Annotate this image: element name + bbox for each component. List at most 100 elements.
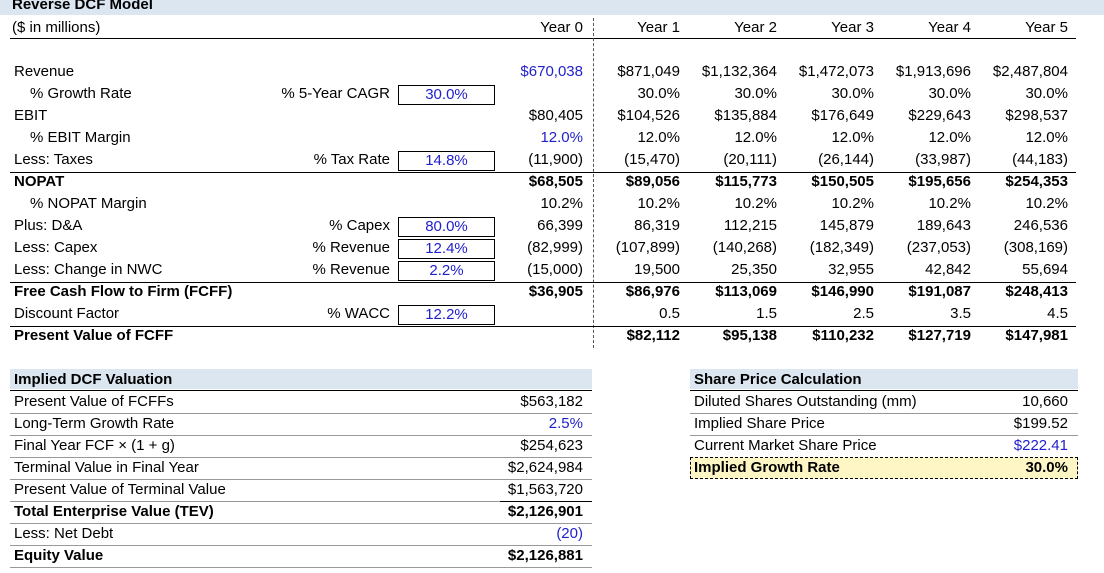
tev-sum-rule	[500, 501, 592, 502]
valuation-row-rule	[10, 523, 592, 524]
row-value: 30.0%	[734, 85, 777, 102]
valuation-row-rule	[10, 435, 592, 436]
param-label: % Capex	[329, 217, 390, 234]
row-value: $1,132,364	[701, 63, 777, 80]
valuation-label: Long-Term Growth Rate	[14, 415, 175, 432]
year-header: Year 2	[734, 19, 777, 36]
valuation-label: Present Value of Terminal Value	[14, 481, 226, 498]
row-value: $147,981	[1005, 327, 1068, 344]
valuation-value: $563,182	[520, 393, 583, 410]
row-value: (44,183)	[1012, 151, 1068, 168]
row-value: 30.0%	[928, 85, 971, 102]
assumption-input[interactable]: 12.4%	[398, 239, 495, 259]
assumption-input[interactable]: 2.2%	[398, 261, 495, 281]
row-label: Free Cash Flow to Firm (FCFF)	[14, 283, 233, 300]
valuation-title: Implied DCF Valuation	[14, 371, 173, 388]
row-value: $146,990	[811, 283, 874, 300]
share-value: $222.41	[1013, 437, 1068, 454]
share-header-rule	[690, 390, 1078, 391]
year-header: Year 5	[1025, 19, 1068, 36]
row-value: (11,900)	[528, 151, 583, 168]
row-label: Less: Capex	[14, 239, 98, 256]
title-bar	[0, 0, 1104, 15]
valuation-label: Present Value of FCFFs	[14, 393, 174, 410]
row-value: $195,656	[908, 173, 971, 190]
year-header: Year 3	[831, 19, 874, 36]
fcff-rule	[10, 282, 1076, 283]
row-value: $104,526	[617, 107, 680, 124]
row-label: % EBIT Margin	[30, 129, 131, 146]
row-label: EBIT	[14, 107, 48, 124]
row-value: (308,169)	[1003, 239, 1068, 256]
share-label: Current Market Share Price	[694, 437, 877, 454]
row-value: 12.0%	[928, 129, 971, 146]
row-value: 2.5	[853, 305, 874, 322]
row-value: $135,884	[714, 107, 777, 124]
valuation-header-rule	[10, 390, 592, 391]
assumption-input[interactable]: 14.8%	[398, 151, 495, 171]
row-value: $95,138	[722, 327, 777, 344]
row-value: 0.5	[659, 305, 680, 322]
valuation-row-rule	[10, 567, 592, 568]
valuation-value: 2.5%	[548, 415, 583, 432]
row-value: 19,500	[634, 261, 680, 278]
row-value: (33,987)	[915, 151, 971, 168]
assumption-input[interactable]: 12.2%	[398, 305, 495, 325]
row-value: $298,537	[1005, 107, 1068, 124]
valuation-value: $2,126,901	[507, 503, 583, 520]
row-value: $1,472,073	[798, 63, 874, 80]
row-value: (20,111)	[723, 151, 777, 168]
row-value: $113,069	[715, 283, 777, 300]
share-header-bg	[690, 369, 1078, 389]
row-label: Revenue	[14, 63, 75, 80]
row-value: 12.0%	[1025, 129, 1068, 146]
row-value: $80,405	[528, 107, 583, 124]
row-value: $82,112	[626, 327, 680, 344]
share-title: Share Price Calculation	[694, 371, 862, 388]
row-value: 32,955	[828, 261, 874, 278]
row-value: 42,842	[925, 261, 971, 278]
share-label: Implied Share Price	[694, 415, 825, 432]
share-label: Implied Growth Rate	[694, 459, 840, 476]
row-value: (15,000)	[527, 261, 583, 278]
row-value: 246,536	[1013, 217, 1068, 234]
row-value: $68,505	[528, 173, 583, 190]
row-value: $1,913,696	[895, 63, 971, 80]
share-value: $199.52	[1013, 415, 1068, 432]
valuation-header-bg	[10, 369, 592, 389]
row-value: 12.0%	[734, 129, 777, 146]
share-row-rule	[690, 413, 1078, 414]
row-value: 3.5	[950, 305, 971, 322]
row-label: % NOPAT Margin	[30, 195, 147, 212]
year-header: Year 0	[540, 19, 583, 36]
row-label: Plus: D&A	[14, 217, 83, 234]
row-value: $254,353	[1005, 173, 1068, 190]
row-value: $36,905	[528, 283, 583, 300]
row-value: 55,694	[1022, 261, 1068, 278]
row-label: Less: Change in NWC	[14, 261, 163, 278]
valuation-label: Less: Net Debt	[14, 525, 114, 542]
row-value: $670,038	[520, 63, 583, 80]
assumption-input[interactable]: 30.0%	[398, 85, 495, 105]
param-label: % Tax Rate	[313, 151, 390, 168]
share-row-rule	[690, 435, 1078, 436]
row-value: 12.0%	[831, 129, 874, 146]
row-label: Less: Taxes	[14, 151, 93, 168]
implied-growth-highlight	[690, 457, 1078, 479]
row-value: $115,773	[715, 173, 777, 190]
param-label: % WACC	[327, 305, 390, 322]
row-value: (140,268)	[712, 239, 777, 256]
row-value: (82,999)	[527, 239, 583, 256]
row-value: 145,879	[819, 217, 874, 234]
year0-divider	[593, 18, 594, 348]
assumption-input[interactable]: 80.0%	[398, 217, 495, 237]
row-value: 10.2%	[928, 195, 971, 212]
valuation-label: Equity Value	[14, 547, 104, 564]
row-value: 30.0%	[831, 85, 874, 102]
valuation-value: $1,563,720	[507, 481, 583, 498]
row-value: (182,349)	[809, 239, 874, 256]
valuation-value: (20)	[556, 525, 583, 542]
valuation-label: Terminal Value in Final Year	[14, 459, 199, 476]
row-value: $191,087	[908, 283, 971, 300]
row-value: 1.5	[756, 305, 777, 322]
